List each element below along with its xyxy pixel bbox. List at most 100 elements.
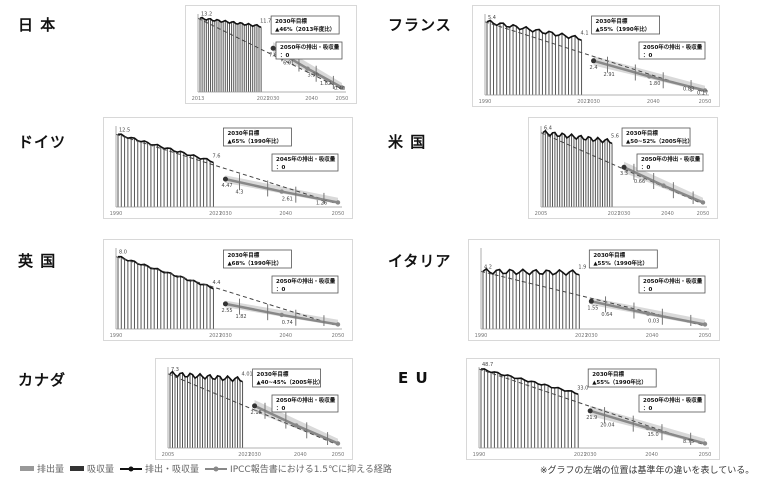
data-label: 21.9 [586,415,597,421]
data-label: 15.0 [648,432,659,438]
data-label: 7.3 [171,367,179,373]
target-point [591,58,597,64]
legend-net-label: 排出・吸収量 [145,465,200,475]
x-tick-label: 2040 [294,452,307,458]
target-callout-text: 2030年目標 [275,17,307,25]
x-tick-label: 2030 [585,333,598,339]
x-tick-label: 2030 [248,452,261,458]
target-callout-box [270,15,340,35]
chart-legend: 排出量 吸収量 排出・吸収量 IPCC報告書における1.5℃に抑える経路 [20,462,398,475]
legend-net: 排出・吸収量 [120,462,199,475]
x-tick-label: 2021 [575,333,588,339]
series-line [117,133,214,164]
netzero-callout-box [271,394,339,413]
target-callout-box [223,249,292,269]
target-callout-box [587,368,657,388]
x-tick-label: 2040 [279,333,292,339]
chart-us: 2005 2021 2030 2040 2050 6.4 5.6 3.3 0.66 2030年目標… [528,117,718,219]
data-label: 13.2 [201,11,212,17]
legend-removal-swatch [70,466,85,471]
netzero-callout-text: 2050年の排出・吸収量 [643,277,703,285]
data-label: 4.1 [581,31,589,37]
ipcc-point [702,441,708,446]
x-tick-label: 2021 [209,333,222,339]
chart-uk: 1990 2021 2030 2040 2050 8.0 4.4 2.55 1.82 0.74 20… [103,239,353,341]
x-tick-label: 2021 [209,211,222,217]
netzero-callout-box [271,275,339,294]
netzero-callout-text: ：0 [276,165,286,171]
target-callout-text: 2030年目標 [593,251,625,259]
target-callout-text: ▲55%（1990年比） [596,25,651,33]
ipcc-point [702,88,708,93]
target-callout-text: 2030年目標 [257,370,289,378]
x-tick-label: 2050 [699,333,712,339]
target-callout-box [621,127,691,147]
data-label: 4.2 [484,264,492,270]
country-label-japan: 日 本 [18,16,57,34]
data-label: 1.80 [649,81,660,87]
data-label: 1.55 [587,305,598,311]
netzero-callout-text: 2045年の排出・吸収量 [276,155,336,163]
x-tick-label: 2040 [661,211,674,217]
target-callout-box [223,127,292,147]
ipcc-point [335,441,341,446]
netzero-callout-text: 2050年の排出・吸収量 [643,396,703,404]
legend-removal: 吸収量 [70,462,114,475]
data-label: 7.6 [269,52,277,58]
ipcc-point [700,200,706,205]
netzero-callout-text: 2050年の排出・吸収量 [280,43,340,51]
target-callout-text: 2030年目標 [227,251,259,259]
x-tick-label: 1990 [479,99,492,105]
data-label: 1.9 [578,265,586,271]
x-tick-label: 2021 [257,96,270,102]
netzero-callout-box [271,153,339,172]
data-label: 1.26 [316,201,327,207]
series-line [486,19,582,42]
data-label: 1.82 [320,81,331,87]
reference-trend-line [115,256,339,327]
target-callout-text: 2030年目標 [596,17,628,25]
target-callout-text: ▲40~45%（2005年比） [257,378,324,386]
ipcc-point [702,322,708,327]
data-label: 5.4 [488,15,496,21]
reference-trend-line [197,17,343,90]
data-label: 48.7 [482,362,493,368]
data-label: 7.6 [212,154,220,160]
ipcc-point [279,189,284,194]
country-label-eu: E U [398,369,429,387]
x-tick-label: 2050 [332,211,345,217]
footnote: ※グラフの左端の位置は基準年の違いを表している。 [540,466,755,476]
chart-italy: 1990 2021 2030 2040 2050 4.2 1.9 1.55 0.64 0.03 20… [468,239,720,341]
netzero-callout-text: ：0 [643,406,653,412]
x-tick-label: 1990 [110,211,123,217]
x-tick-label: 2050 [699,452,712,458]
data-label: 6.01 [283,60,294,66]
target-callout-text: ▲68%（1990年比） [227,259,282,267]
data-label: 6.4 [544,126,552,132]
data-label: 8.0 [119,250,127,256]
data-label: 2.91 [604,72,615,78]
x-tick-label: 2050 [336,96,349,102]
data-label: 0.40 [334,86,345,92]
x-tick-label: 2040 [279,211,292,217]
netzero-callout-box [275,41,343,60]
netzero-callout-text: 2050年の排出・吸収量 [276,277,336,285]
data-label: 4.4 [212,280,220,286]
data-label: 0.83 [683,87,694,93]
netzero-callout-text: 2050年の排出・吸収量 [276,396,336,404]
ipcc-point [305,66,310,71]
x-tick-label: 2030 [618,211,631,217]
x-tick-label: 2030 [219,333,232,339]
target-callout-box [591,15,660,35]
data-label: 33.0 [577,386,588,392]
legend-net-swatch [120,466,143,471]
x-tick-label: 2030 [219,211,232,217]
data-label: 3.90 [308,73,319,79]
target-point [588,298,594,304]
data-label: 12.5 [119,127,130,133]
legend-removal-label: 吸収量 [87,465,115,475]
target-callout-text: ▲65%（1990年比） [227,137,282,145]
x-tick-label: 2030 [267,96,280,102]
netzero-callout-text: ：0 [643,287,653,293]
ipcc-point [339,85,345,90]
